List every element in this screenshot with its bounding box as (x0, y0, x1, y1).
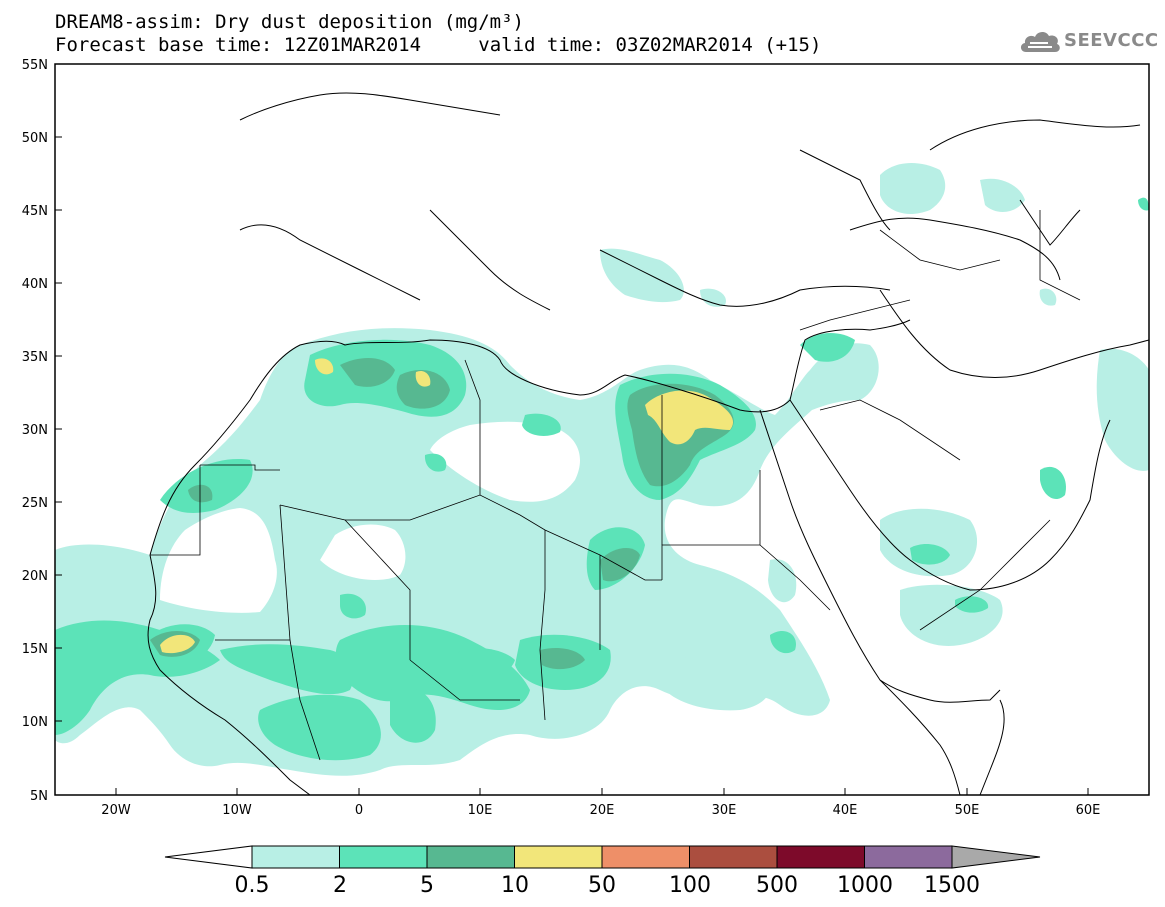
lat-label: 25N (22, 496, 48, 511)
lat-label: 30N (22, 423, 48, 438)
base-time: Forecast base time: 12Z01MAR2014 (55, 34, 422, 56)
lon-label: 20W (101, 803, 131, 818)
colorbar-box (339, 845, 428, 869)
lon-label: 10W (222, 803, 252, 818)
colorbar-box (601, 845, 690, 869)
lon-label: 40E (833, 803, 858, 818)
axis-ticks (55, 63, 1089, 795)
colorbar-box (251, 845, 340, 869)
lat-label: 40N (22, 277, 48, 292)
lat-label: 35N (22, 350, 48, 365)
lat-label: 15N (22, 642, 48, 657)
colorbar-under-arrow (164, 845, 253, 869)
map-title: DREAM8-assim: Dry dust deposition (mg/m³… (55, 11, 524, 33)
cloud-icon (1020, 31, 1060, 52)
colorbar-label: 5 (420, 873, 434, 898)
deposition-level-10 (160, 358, 734, 654)
colorbar-label: 1500 (924, 873, 980, 898)
longitude-labels: 20W 10W 0 10E 20E 30E 40E 50E 60E (101, 803, 1100, 818)
colorbar-box (514, 845, 603, 869)
colorbar-label: 50 (588, 873, 616, 898)
country-borders (150, 210, 1081, 761)
lon-label: 20E (590, 803, 615, 818)
deposition-field (55, 163, 1149, 776)
lon-label: 50E (955, 803, 980, 818)
lat-label: 20N (22, 569, 48, 584)
colorbar-box (776, 845, 865, 869)
latitude-labels: 55N 50N 45N 40N 35N 30N 25N 20N 15N 10N … (22, 58, 48, 804)
logo-text: SEEVCCC (1064, 30, 1159, 51)
coastlines (147, 92, 1149, 795)
lon-label: 0 (355, 803, 363, 818)
colorbar-boxes (251, 845, 953, 869)
lon-label: 10E (468, 803, 493, 818)
lat-label: 50N (22, 131, 48, 146)
seevccc-logo: SEEVCCC (1018, 26, 1158, 56)
colorbar-box (426, 845, 515, 869)
lat-label: 45N (22, 204, 48, 219)
lat-label: 10N (22, 715, 48, 730)
colorbar-label: 10 (501, 873, 529, 898)
colorbar-box (689, 845, 778, 869)
forecast-times: Forecast base time: 12Z01MAR2014 valid t… (55, 35, 821, 55)
colorbar-label: 100 (669, 873, 711, 898)
lat-label: 5N (30, 789, 48, 804)
lat-label: 55N (22, 58, 48, 73)
valid-time: valid time: 03Z02MAR2014 (+15) (478, 34, 822, 56)
colorbar-over-arrow (951, 845, 1041, 869)
lon-label: 30E (712, 803, 737, 818)
colorbar-label: 0.5 (235, 873, 270, 898)
colorbar (164, 845, 1041, 869)
colorbar-label: 2 (333, 873, 347, 898)
colorbar-label: 500 (756, 873, 798, 898)
colorbar-label: 1000 (837, 873, 893, 898)
lon-label: 60E (1076, 803, 1101, 818)
colorbar-labels: 0.5 2 5 10 50 100 500 1000 1500 (235, 873, 981, 898)
colorbar-box (864, 845, 953, 869)
